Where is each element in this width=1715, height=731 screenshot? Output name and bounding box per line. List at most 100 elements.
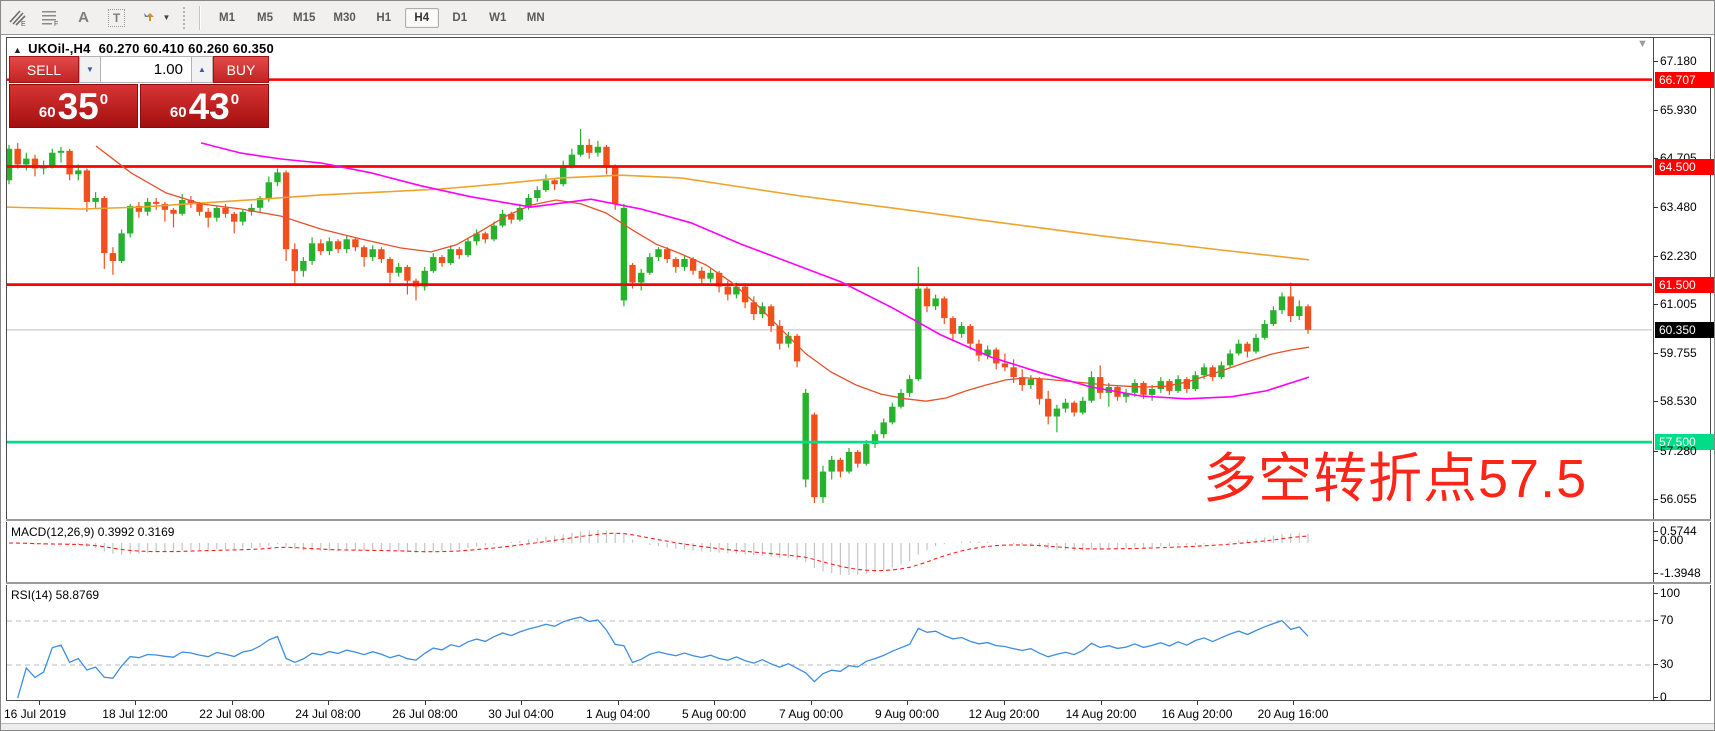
ma-slow-line bbox=[7, 174, 1310, 261]
grid-properties-icon[interactable]: F bbox=[37, 6, 64, 30]
time-axis-label: 9 Aug 00:00 bbox=[874, 707, 940, 721]
tab-timeframe-h4[interactable]: H4 bbox=[404, 7, 439, 28]
time-tick bbox=[1293, 701, 1294, 705]
time-tick bbox=[714, 701, 715, 705]
price-tick bbox=[1653, 61, 1658, 62]
toolbar-separator bbox=[199, 5, 201, 30]
price-level-badge: 60.350 bbox=[1655, 322, 1714, 338]
main-price-chart bbox=[7, 78, 1652, 504]
price-tick bbox=[1653, 451, 1658, 452]
volume-increase-button[interactable]: ▲ bbox=[191, 56, 213, 83]
price-axis-label: 61.005 bbox=[1660, 297, 1697, 311]
indicator-tick bbox=[1653, 573, 1658, 574]
collapse-panel-icon[interactable]: ▲ bbox=[13, 45, 23, 55]
tab-timeframe-m5[interactable]: M5 bbox=[257, 11, 273, 24]
time-axis-label: 30 Jul 04:00 bbox=[488, 707, 554, 721]
toolbar-grip bbox=[183, 6, 188, 29]
time-axis-label: 12 Aug 20:00 bbox=[968, 707, 1040, 721]
svg-text:E: E bbox=[21, 21, 26, 27]
price-axis-label: 59.755 bbox=[1660, 346, 1697, 360]
ma-mid-line bbox=[200, 142, 1310, 400]
bottom-strip bbox=[1, 723, 1714, 730]
arrange-objects-icon[interactable]: ▼ bbox=[136, 6, 176, 30]
rsi-indicator-chart bbox=[7, 616, 1652, 699]
indicator-tick bbox=[1653, 664, 1658, 665]
price-axis-label: 56.055 bbox=[1660, 492, 1697, 506]
time-tick bbox=[39, 701, 40, 705]
price-tick bbox=[1653, 401, 1658, 402]
price-tick bbox=[1653, 110, 1658, 111]
price-level-badge: 57.500 bbox=[1655, 434, 1714, 450]
time-axis-label: 16 Jul 2019 bbox=[4, 707, 67, 721]
chart-frame bbox=[6, 37, 1711, 701]
tab-timeframe-h1[interactable]: H1 bbox=[376, 11, 392, 24]
time-axis-label: 1 Aug 04:00 bbox=[585, 707, 651, 721]
pivot-annotation-text: 多空转折点57.5 bbox=[1203, 449, 1588, 509]
rsi-label: RSI(14) 58.8769 bbox=[11, 588, 100, 602]
indicator-tick bbox=[1653, 531, 1658, 532]
indicator-tick bbox=[1653, 593, 1658, 594]
tab-timeframe-w1[interactable]: W1 bbox=[489, 11, 507, 24]
price-level-badge: 64.500 bbox=[1655, 159, 1714, 175]
macd-label: MACD(12,26,9) 0.3992 0.3169 bbox=[11, 525, 175, 539]
time-tick bbox=[811, 701, 812, 705]
indicator-axis-label: 0.5744 bbox=[1660, 524, 1697, 538]
price-tick bbox=[1653, 256, 1658, 257]
toolbar: E F A T ▼ M1 M5 M15 M30 H1 bbox=[1, 1, 1714, 35]
bid-price-display[interactable]: 60 35 0 bbox=[9, 84, 138, 128]
text-label-icon[interactable]: T bbox=[103, 6, 130, 30]
sell-button[interactable]: SELL bbox=[9, 56, 79, 83]
chart-shift-marker-icon[interactable]: ▼ bbox=[1637, 38, 1648, 50]
price-axis-separator bbox=[1653, 37, 1654, 701]
indicator-tick bbox=[1653, 540, 1658, 541]
rsi-panel-splitter[interactable] bbox=[6, 582, 1711, 585]
time-tick bbox=[1004, 701, 1005, 705]
price-axis-label: 58.530 bbox=[1660, 394, 1697, 408]
price-level-badge: 66.707 bbox=[1655, 72, 1714, 88]
ask-pipette: 0 bbox=[230, 91, 240, 108]
ask-big-figure: 60 bbox=[169, 104, 187, 121]
buy-button[interactable]: BUY bbox=[213, 56, 269, 83]
time-axis-label: 20 Aug 16:00 bbox=[1257, 707, 1329, 721]
time-tick bbox=[907, 701, 908, 705]
time-axis-label: 24 Jul 08:00 bbox=[295, 707, 361, 721]
indicator-tick bbox=[1653, 620, 1658, 621]
volume-decrease-button[interactable]: ▼ bbox=[79, 56, 101, 83]
bid-big-figure: 60 bbox=[38, 104, 56, 121]
time-axis-label: 14 Aug 20:00 bbox=[1065, 707, 1137, 721]
time-axis-label: 18 Jul 12:00 bbox=[102, 707, 168, 721]
time-tick bbox=[135, 701, 136, 705]
tab-timeframe-mn[interactable]: MN bbox=[526, 11, 545, 24]
tab-timeframe-d1[interactable]: D1 bbox=[452, 11, 468, 24]
macd-panel-splitter[interactable] bbox=[6, 519, 1711, 522]
price-axis-label: 67.180 bbox=[1660, 54, 1697, 68]
time-tick bbox=[425, 701, 426, 705]
price-tick bbox=[1653, 353, 1658, 354]
time-axis-label: 5 Aug 00:00 bbox=[681, 707, 747, 721]
price-axis-label: 57.280 bbox=[1660, 444, 1697, 458]
symbol-period-label: UKOil-,H4 bbox=[28, 41, 91, 56]
price-tick bbox=[1653, 207, 1658, 208]
indicator-axis-label: -1.3948 bbox=[1660, 566, 1701, 580]
volume-input[interactable] bbox=[101, 56, 191, 83]
ohlc-values: 60.270 60.410 60.260 60.350 bbox=[98, 41, 274, 56]
macd-signal-line bbox=[8, 532, 1309, 572]
text-annotation-icon[interactable]: A bbox=[78, 9, 89, 26]
indicator-axis-label: 100 bbox=[1660, 586, 1681, 600]
ask-price-display[interactable]: 60 43 0 bbox=[140, 84, 269, 128]
price-tick bbox=[1653, 158, 1658, 159]
price-axis-label: 63.480 bbox=[1660, 200, 1697, 214]
time-tick bbox=[1197, 701, 1198, 705]
bid-pipette: 0 bbox=[99, 91, 109, 108]
time-tick bbox=[328, 701, 329, 705]
ask-pips: 43 bbox=[188, 86, 230, 127]
crosshair-edit-icon[interactable]: E bbox=[4, 6, 31, 30]
chart-title-bar: ▲ UKOil-,H4 60.270 60.410 60.260 60.350 bbox=[13, 41, 274, 56]
indicator-axis-label: 70 bbox=[1660, 613, 1674, 627]
tab-timeframe-m1[interactable]: M1 bbox=[219, 11, 235, 24]
tab-timeframe-m15[interactable]: M15 bbox=[293, 11, 316, 24]
tab-timeframe-m30[interactable]: M30 bbox=[333, 11, 356, 24]
macd-indicator-chart bbox=[8, 530, 1309, 575]
price-axis-label: 62.230 bbox=[1660, 249, 1697, 263]
svg-text:F: F bbox=[54, 21, 58, 27]
